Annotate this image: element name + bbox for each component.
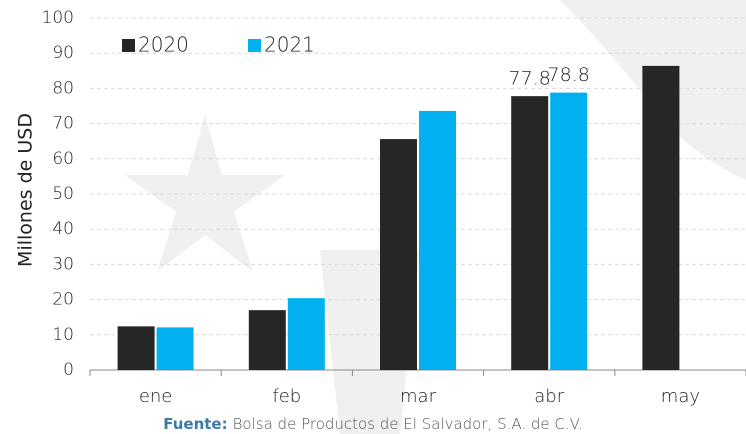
x-tick-label: may	[661, 386, 700, 407]
y-tick-label: 40	[52, 219, 74, 239]
y-tick-label: 30	[52, 254, 74, 274]
bar	[287, 298, 325, 370]
y-tick-label: 80	[52, 78, 74, 98]
source-label: Fuente:	[163, 415, 227, 433]
bar	[156, 327, 194, 370]
source: Fuente: Bolsa de Productos de El Salvador…	[163, 415, 583, 433]
legend-swatch	[122, 39, 135, 52]
data-label: 78.8	[548, 64, 590, 86]
bar	[550, 92, 588, 371]
legend-swatch	[248, 39, 261, 52]
legend-label: 2021	[264, 33, 315, 57]
y-tick-label: 0	[63, 360, 74, 380]
y-tick-label: 50	[52, 184, 74, 204]
bar	[380, 139, 417, 370]
y-tick-label: 60	[52, 149, 74, 169]
y-axis-label: Millones de USD	[15, 113, 37, 267]
y-tick-label: 100	[42, 8, 74, 28]
x-tick-label: mar	[400, 386, 437, 407]
bar	[511, 96, 549, 371]
legend-label: 2020	[138, 33, 189, 57]
bar	[117, 326, 155, 370]
x-tick-label: feb	[272, 386, 301, 407]
bar	[248, 310, 286, 370]
x-tick-label: abr	[534, 386, 564, 407]
y-tick-label: 90	[52, 43, 74, 63]
y-tick-label: 10	[52, 325, 74, 345]
data-label: 77.8	[509, 68, 551, 90]
bar	[642, 65, 680, 370]
y-tick-label: 70	[52, 114, 74, 134]
source-text: Bolsa de Productos de El Salvador, S.A. …	[233, 415, 583, 433]
x-tick-label: ene	[139, 386, 173, 407]
y-tick-label: 20	[52, 290, 74, 310]
bar	[419, 110, 456, 370]
